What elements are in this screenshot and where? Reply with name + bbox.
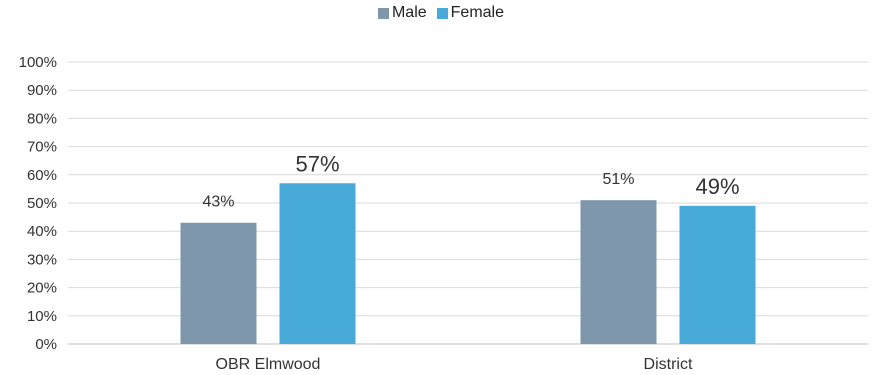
y-tick-label: 10% xyxy=(27,308,57,325)
y-tick-label: 20% xyxy=(27,280,57,297)
y-tick-label: 80% xyxy=(27,110,57,127)
y-tick-label: 50% xyxy=(27,195,57,212)
x-category-label: District xyxy=(644,356,693,373)
data-label: 51% xyxy=(602,171,634,188)
bar-male xyxy=(580,200,657,344)
y-tick-label: 60% xyxy=(27,167,57,184)
legend-item-female: Female xyxy=(436,4,505,22)
legend-label-male: Male xyxy=(391,4,427,21)
legend-swatch-female xyxy=(436,7,448,19)
bar-female xyxy=(279,183,356,344)
y-tick-label: 100% xyxy=(19,54,57,71)
y-tick-label: 0% xyxy=(35,336,57,353)
legend-item-male: Male xyxy=(377,4,427,22)
data-label: 49% xyxy=(695,174,739,199)
y-tick-label: 70% xyxy=(27,139,57,156)
x-category-label: OBR Elmwood xyxy=(216,356,321,373)
bar-male xyxy=(180,222,257,344)
data-label: 57% xyxy=(295,151,339,176)
y-tick-label: 40% xyxy=(27,223,57,240)
legend: Male Female xyxy=(0,4,882,22)
data-label: 43% xyxy=(202,194,234,211)
legend-swatch-male xyxy=(377,7,389,19)
y-tick-label: 90% xyxy=(27,82,57,99)
y-tick-label: 30% xyxy=(27,251,57,268)
bar-female xyxy=(679,205,756,344)
legend-label-female: Female xyxy=(450,4,505,21)
